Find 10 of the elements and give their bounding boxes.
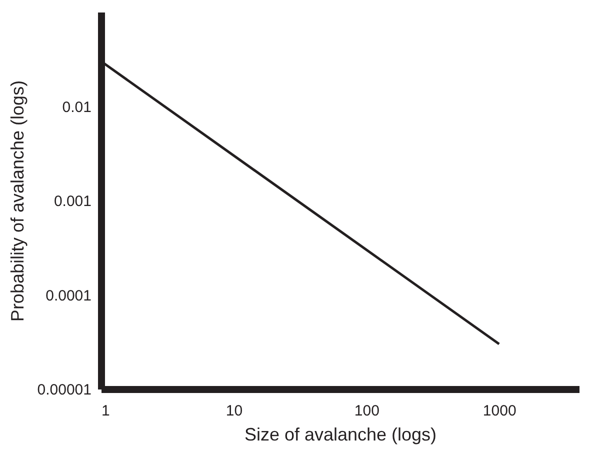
y-tick-label: 0.0001 xyxy=(46,287,92,304)
x-tick-label: 100 xyxy=(354,402,380,420)
x-tick-label: 10 xyxy=(226,402,243,420)
y-tick-label: 0.00001 xyxy=(37,382,92,398)
x-tick-label: 1 xyxy=(102,402,110,420)
y-tick-label: 0.01 xyxy=(62,98,92,116)
x-tick-label: 1000 xyxy=(482,402,516,420)
y-axis-title: Probability of avalanche (logs) xyxy=(7,80,28,322)
y-tick-label: 0.001 xyxy=(54,193,92,210)
x-axis-title: Size of avalanche (logs) xyxy=(244,424,437,444)
